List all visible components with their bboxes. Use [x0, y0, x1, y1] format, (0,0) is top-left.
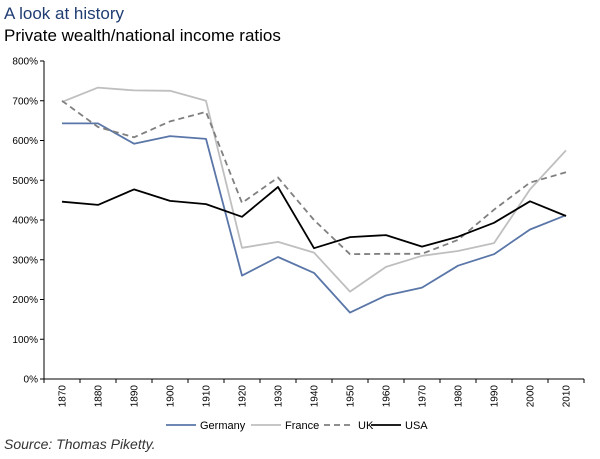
x-tick-label: 1970: [418, 385, 429, 408]
y-tick-label: 700%: [12, 96, 38, 107]
series-line-uk: [61, 100, 567, 256]
y-tick-label: 100%: [12, 335, 38, 346]
x-tick-label: 1880: [94, 385, 105, 408]
source-note: Source: Thomas Piketty.: [4, 436, 156, 452]
series-lines: [61, 86, 567, 314]
legend: Germany France UK USA: [166, 420, 428, 432]
y-axis-ticks: 0% 100% 200% 300% 400% 500% 600% 700% 800%: [12, 57, 44, 386]
chart-subtitle: Private wealth/national income ratios: [4, 26, 281, 45]
x-tick-label: 2000: [526, 385, 537, 408]
x-tick-label: 2010: [562, 385, 573, 408]
y-tick-label: 800%: [12, 57, 38, 68]
legend-label-france: France: [285, 420, 319, 432]
legend-label-usa: USA: [405, 420, 428, 432]
x-tick-label: 1960: [382, 385, 393, 408]
y-tick-label: 400%: [12, 216, 38, 227]
x-axis-ticks: 1870 1880 1890 1900 1910 1920 1930 1940 1950 1960…: [43, 379, 585, 408]
x-tick-label: 1920: [238, 385, 249, 408]
y-tick-label: 200%: [12, 295, 38, 306]
legend-label-uk: UK: [358, 420, 374, 432]
x-tick-label: 1940: [310, 385, 321, 408]
x-tick-label: 1870: [58, 385, 69, 408]
x-tick-label: 1980: [454, 385, 465, 408]
y-tick-label: 300%: [12, 255, 38, 266]
x-tick-label: 1900: [166, 385, 177, 408]
series-line-france: [61, 86, 567, 293]
legend-label-germany: Germany: [200, 420, 246, 432]
axes: [43, 61, 584, 380]
y-tick-label: 600%: [12, 136, 38, 147]
x-tick-label: 1910: [202, 385, 213, 408]
x-tick-label: 1950: [346, 385, 357, 408]
x-tick-label: 1890: [130, 385, 141, 408]
y-tick-label: 500%: [12, 176, 38, 187]
chart-title: A look at history: [4, 4, 125, 23]
y-tick-label: 0%: [24, 375, 39, 386]
x-tick-label: 1990: [490, 385, 501, 408]
series-line-germany: [62, 122, 567, 314]
series-line-usa: [61, 186, 567, 250]
x-tick-label: 1930: [274, 385, 285, 408]
